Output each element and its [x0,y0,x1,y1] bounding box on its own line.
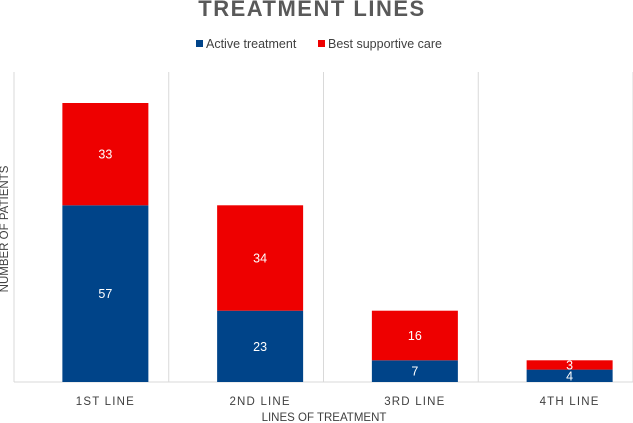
legend-swatch [196,40,203,47]
bar-segment [62,103,149,206]
x-tick-label: 2ND LINE [229,396,290,408]
data-label: 57 [98,287,112,301]
bar-segment [371,310,458,361]
bar-segment [217,205,304,311]
x-tick-label: 1ST LINE [76,396,135,408]
bar-segment [526,360,613,370]
legend-swatch [318,40,325,47]
data-label: 23 [253,340,267,354]
x-axis-ticks: 1ST LINE 2ND LINE 3RD LINE 4TH LINE [76,396,600,408]
data-label: 16 [408,329,422,343]
y-axis-title: NUMBER OF PATIENTS [0,165,11,292]
legend-label: Active treatment [206,37,297,51]
bars [62,103,613,382]
data-label: 4 [566,369,573,383]
data-label: 7 [411,365,418,379]
data-label: 33 [98,148,112,162]
legend: Active treatment Best supportive care [196,37,442,51]
data-label: 3 [566,358,573,372]
bar-segment [526,369,613,382]
bar-segment [371,360,458,382]
bar-segment [217,310,304,382]
bar-segment [62,205,149,382]
legend-label: Best supportive care [328,37,442,51]
x-axis-title: LINES OF TREATMENT [262,412,387,423]
chart-title: TREATMENT LINES [198,0,425,21]
x-tick-label: 3RD LINE [384,396,445,408]
x-tick-label: 4TH LINE [540,396,600,408]
data-labels: 57 33 23 34 7 16 43 [98,148,573,384]
data-label: 34 [253,252,267,266]
